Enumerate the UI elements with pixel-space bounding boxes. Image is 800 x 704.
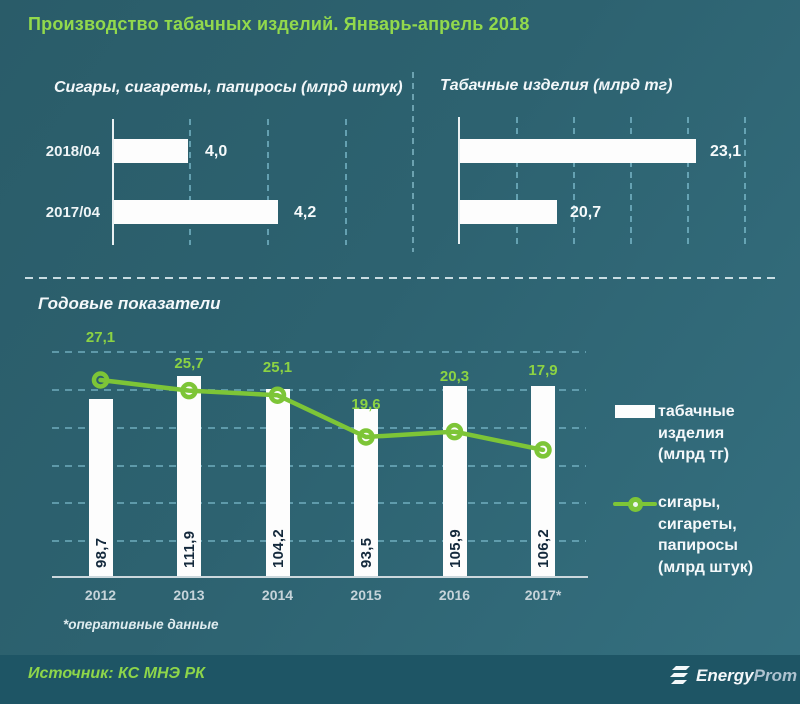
line-point-value: 25,1 [262,359,293,376]
annual-line-series [91,371,552,459]
gridline [744,117,746,244]
section-separator [25,277,775,279]
line-marker-icon [445,422,464,441]
x-tick-label: 2017* [524,587,562,603]
annual-bar-value: 98,7 [92,537,110,568]
legend-bar-line: изделия [658,424,725,442]
gridline [52,502,586,504]
bar-value: 20,7 [570,204,602,221]
annual-bar [442,386,467,576]
annual-bar-value: 111,9 [181,530,198,568]
gridline [630,117,632,244]
bar-value: 4,0 [205,143,228,160]
legend-line-line: сигары, [658,494,721,511]
annual-bar [531,386,555,576]
panel-divider [412,72,414,252]
category-label: 2017/04 [45,204,100,221]
legend-line-line: папиросы [658,537,738,554]
legend-bar-line: (млрд тг) [658,446,730,463]
panel-cigarettes-title: Сигары, сигареты, папиросы (млрд штук) [54,79,403,96]
line-marker-icon [268,386,287,404]
logo-text-light: Prom [753,666,798,685]
gridline [687,117,689,244]
line-path [98,377,546,453]
x-tick-label: 2014 [261,587,294,603]
annual-bar-value: 93,5 [358,537,375,568]
line-point-value: 19,6 [351,396,381,413]
panel-cigarettes-axis [112,119,114,245]
annual-bar [265,389,290,576]
gridline [267,119,269,245]
legend-line-marker-icon [628,497,643,512]
legend-bar-swatch [615,405,655,418]
bar-value: 4,2 [294,204,317,221]
x-tick-label: 2016 [438,587,471,603]
annual-bar-value: 106,2 [535,528,552,568]
panel-tobacco-value-title: Табачные изделия (млрд тг) [440,77,673,94]
legend-line-line: сигареты, [658,515,737,533]
source-label: Источник: КС МНЭ РК [28,665,206,682]
line-marker-icon [91,371,110,389]
line-marker-icon [180,381,198,400]
gridline [52,351,586,353]
footer [0,655,800,704]
logo-text-bold: Energy [696,666,754,685]
gridline [52,465,586,467]
gridline [52,540,586,542]
energyprom-logo: EnergyProm [668,664,797,688]
line-point-value: 17,9 [528,362,558,379]
panel-tobacco-value-axis [458,117,460,244]
line-point-value: 27,1 [85,329,116,346]
annual-bar-value: 104,2 [269,528,287,568]
legend-line-label: сигары, сигареты, папиросы (млрд штук) [658,492,753,578]
energyprom-logo-text: EnergyProm [696,666,797,686]
gridline [52,389,586,391]
bar-2018-04-tenge [460,139,696,163]
annual-bar [177,376,201,576]
gridline [516,117,518,244]
annual-chart-title: Годовые показатели [38,294,221,313]
legend-bar-line: табачные [658,403,735,420]
line-point-value: 20,3 [439,368,470,385]
line-marker-icon [534,441,552,459]
line-point-value: 25,7 [174,355,204,372]
gridline [52,427,586,429]
annual-bar-value: 105,9 [446,528,464,568]
x-tick-label: 2012 [84,587,117,603]
bar-2017-04-tenge [460,200,557,224]
x-tick-label: 2015 [350,587,382,603]
x-tick-label: 2013 [173,587,205,603]
legend-bar-label: табачные изделия (млрд тг) [658,401,735,466]
bar-value: 23,1 [710,143,742,160]
page-title: Производство табачных изделий. Январь-ап… [28,14,530,34]
gridline [573,117,575,244]
legend-line-line: (млрд штук) [658,558,754,576]
gridline [345,119,347,245]
line-marker-icon [357,428,375,446]
category-label: 2018/04 [45,143,100,160]
annual-bar [88,399,113,576]
footnote: *оперативные данные [63,617,219,632]
bar-2017-04-pieces [114,200,278,224]
energyprom-logo-icon [670,666,690,684]
gridline [189,119,191,245]
annual-x-axis [52,576,588,578]
bar-2018-04-pieces [114,139,188,163]
